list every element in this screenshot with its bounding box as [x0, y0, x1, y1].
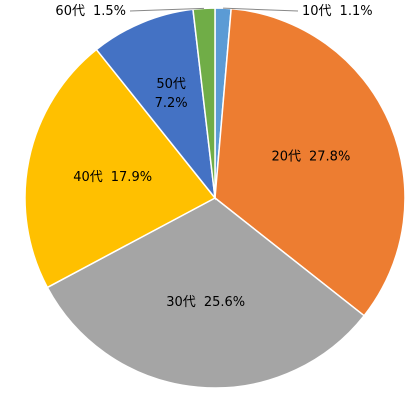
- data-label: 60代 1.5%: [55, 4, 126, 19]
- value-label: 17.9%: [111, 169, 152, 184]
- value-label: 7.2%: [155, 95, 188, 110]
- data-label: 50代 7.2%: [155, 76, 188, 110]
- leader-line: [223, 7, 299, 12]
- value-label: 27.8%: [309, 149, 350, 164]
- category-label: 20代: [271, 149, 301, 164]
- data-label: 30代 25.6%: [166, 295, 245, 310]
- value-label: 1.5%: [93, 4, 126, 19]
- value-label: 1.1%: [340, 4, 373, 19]
- category-label: 10代: [302, 4, 332, 19]
- data-label: 20代 27.8%: [271, 149, 350, 164]
- category-label: 60代: [55, 4, 85, 19]
- pie-slice: [24, 48, 217, 289]
- leader-line: [129, 7, 204, 12]
- pie-slice: [95, 8, 217, 201]
- data-label: 10代 1.1%: [302, 4, 373, 19]
- category-label: 50代: [156, 76, 186, 91]
- data-label: 40代 17.9%: [73, 169, 152, 184]
- category-label: 30代: [166, 295, 196, 310]
- value-label: 25.6%: [204, 295, 245, 310]
- category-label: 40代: [73, 169, 103, 184]
- pie-slice: [214, 7, 406, 317]
